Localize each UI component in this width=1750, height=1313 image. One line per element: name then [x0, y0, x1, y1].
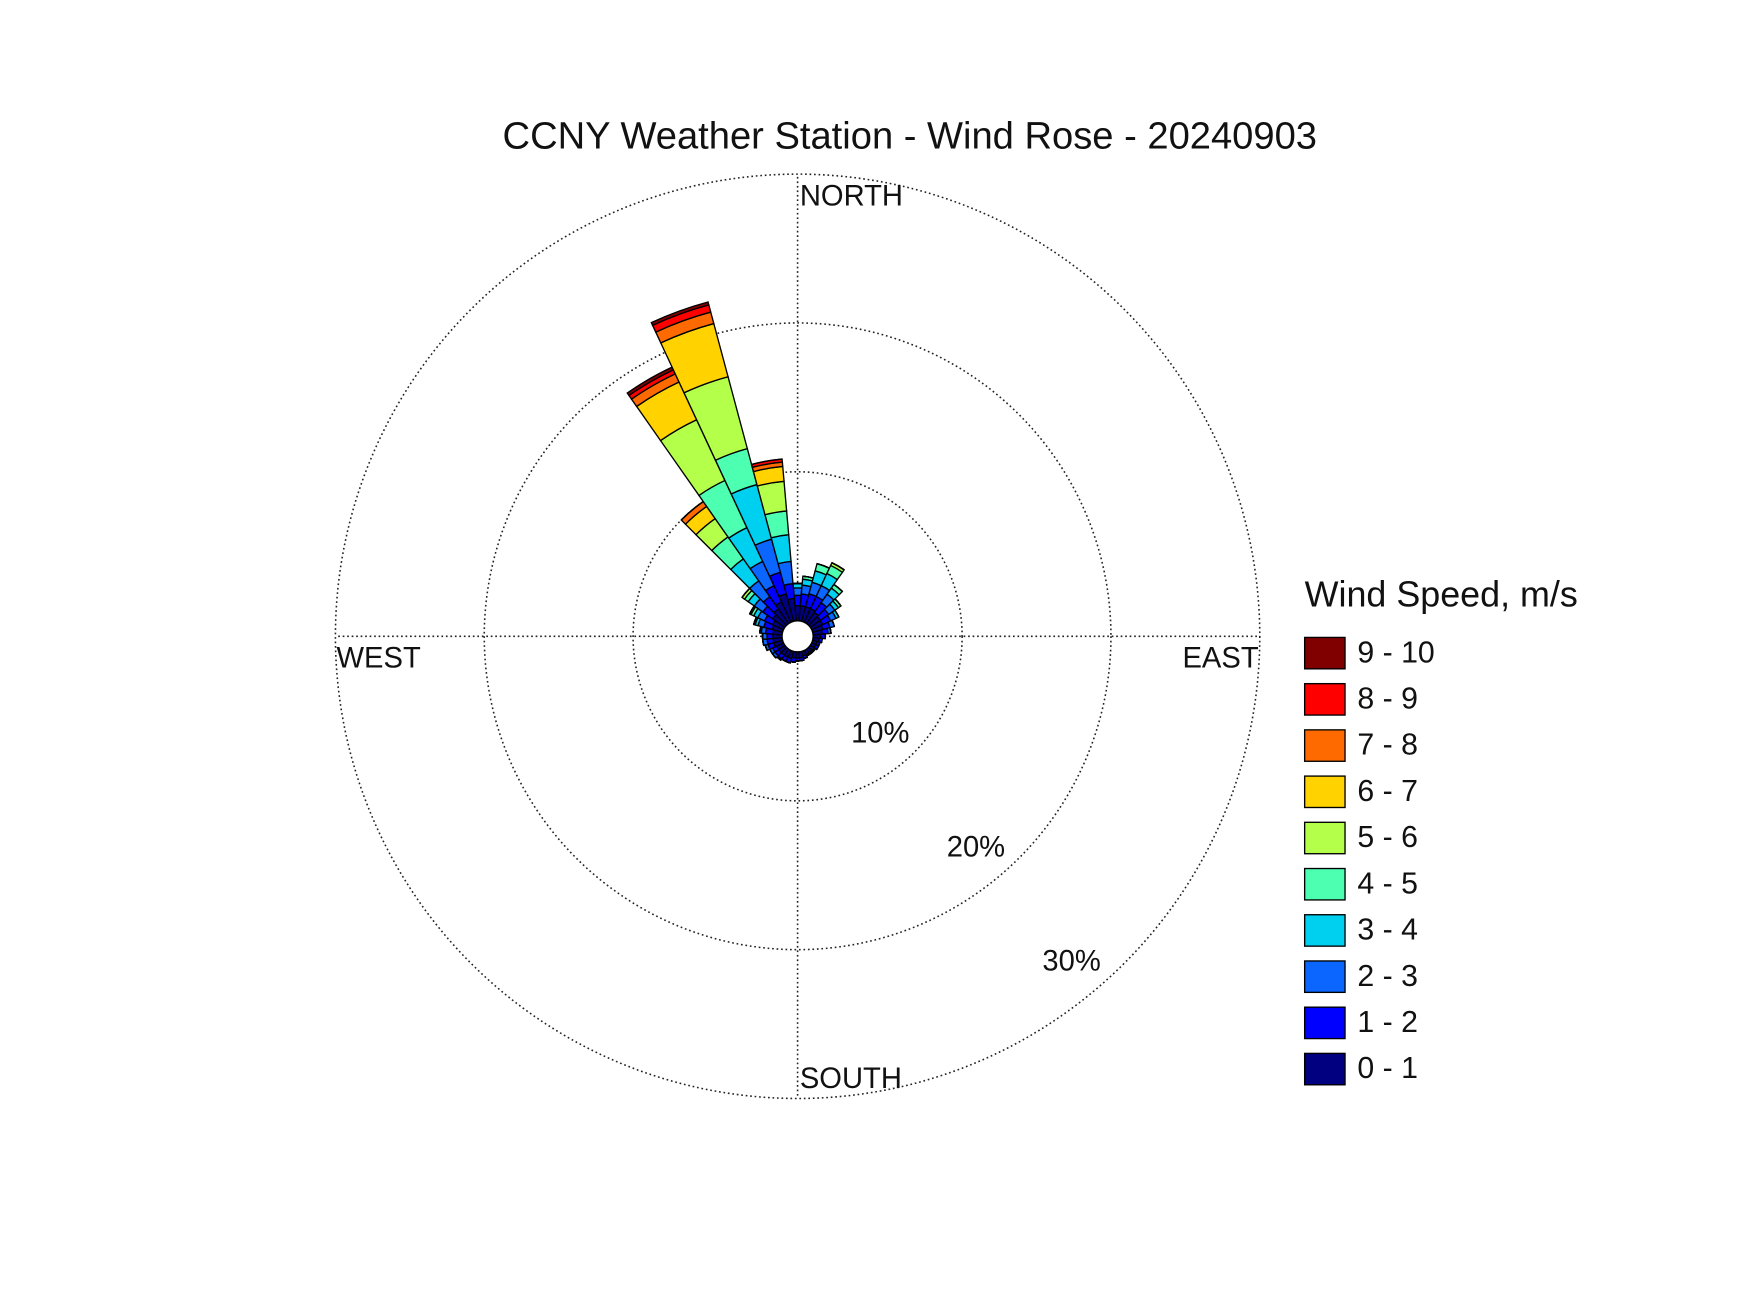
- wedge: [792, 587, 803, 597]
- legend: 0 - 1 1 - 2 2 - 3 3 - 4 4 - 5 5 - 6 6 - 7 7 - 8…: [1303, 636, 1435, 1086]
- wedge: [820, 638, 823, 643]
- legend-title: Wind Speed, m/s: [1305, 575, 1578, 615]
- legend-label: 1 - 2: [1357, 1006, 1418, 1039]
- legend-swatch: [1303, 775, 1346, 809]
- legend-label: 3 - 4: [1357, 914, 1418, 947]
- legend-swatch: [1303, 867, 1346, 901]
- wedge: [833, 583, 843, 593]
- legend-swatch: [1303, 960, 1346, 994]
- grid-ring: [483, 322, 1112, 951]
- legend-swatch: [1303, 729, 1346, 762]
- legend-label: 7 - 8: [1357, 729, 1418, 762]
- wedge: [829, 627, 832, 634]
- grid-ring: [632, 470, 963, 802]
- legend-swatch: [1303, 914, 1346, 947]
- compass-label: EAST: [1182, 643, 1258, 675]
- labels: 10% 20% 30% NORTH EAST SOUTH WEST: [337, 180, 1259, 1095]
- legend-label: 8 - 9: [1357, 682, 1418, 715]
- chart-title: CCNY Weather Station - Wind Rose - 20240…: [503, 114, 1317, 157]
- wedge: [790, 660, 796, 664]
- r-tick-label: 30%: [1042, 946, 1100, 978]
- legend-swatch: [1303, 682, 1346, 716]
- center-hole: [781, 619, 815, 653]
- legend-label: 0 - 1: [1357, 1052, 1418, 1085]
- wedges: [626, 301, 846, 664]
- wedge: [650, 301, 710, 327]
- r-tick-label: 10%: [851, 718, 909, 750]
- compass-label: WEST: [337, 643, 421, 675]
- compass-label: NORTH: [800, 180, 903, 212]
- r-tick-label: 20%: [947, 832, 1005, 864]
- legend-swatch: [1303, 821, 1346, 855]
- legend-label: 6 - 7: [1357, 775, 1418, 808]
- legend-swatch: [1303, 636, 1346, 670]
- legend-label: 5 - 6: [1357, 821, 1418, 854]
- legend-swatch: [1303, 1006, 1346, 1040]
- legend-label: 4 - 5: [1357, 867, 1418, 900]
- legend-label: 2 - 3: [1357, 960, 1418, 993]
- grid: [334, 173, 1261, 1100]
- grid-ring: [334, 173, 1261, 1100]
- compass-label: SOUTH: [800, 1063, 902, 1095]
- legend-swatch: [1303, 1052, 1346, 1086]
- legend-label: 9 - 10: [1357, 636, 1434, 669]
